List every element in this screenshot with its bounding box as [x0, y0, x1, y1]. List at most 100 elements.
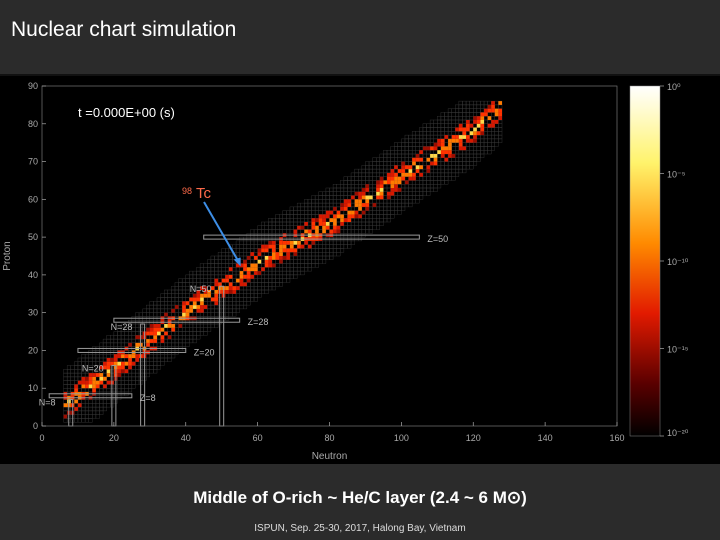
nuclide-cell	[117, 331, 122, 336]
nuclide-cell	[282, 210, 287, 215]
nuclide-cell	[401, 191, 406, 196]
nuclide-cell	[358, 168, 363, 174]
nuclide-cell	[343, 244, 348, 249]
nuclide-cell	[365, 176, 370, 181]
nuclide-cell	[390, 153, 395, 158]
nuclide-cell	[196, 335, 201, 340]
nuclide-cell	[257, 263, 262, 268]
nuclide-cell	[153, 301, 158, 306]
abundance-cell	[268, 259, 272, 264]
abundance-cell	[203, 293, 208, 298]
abundance-cell	[228, 290, 233, 294]
nuclide-cell	[196, 312, 201, 317]
nuclide-cell	[390, 195, 395, 200]
abundance-cell	[466, 127, 470, 132]
nuclide-cell	[340, 229, 345, 234]
nuclide-cell	[246, 259, 251, 264]
abundance-cell	[268, 240, 272, 245]
abundance-cell	[124, 354, 129, 358]
nuclide-cell	[199, 312, 204, 317]
nuclide-cell	[264, 267, 269, 272]
abundance-cell	[466, 123, 470, 128]
nuclide-cell	[264, 240, 269, 245]
nuclide-cell	[250, 278, 255, 283]
nuclide-cell	[124, 335, 129, 340]
nuclide-cell	[221, 274, 226, 279]
nuclide-cell	[146, 369, 151, 374]
nuclide-cell	[404, 168, 409, 174]
abundance-cell	[250, 263, 255, 268]
abundance-cell	[451, 138, 456, 143]
nuclide-cell	[250, 289, 255, 294]
nuclide-cell	[70, 380, 75, 385]
abundance-cell	[494, 112, 499, 117]
nuclide-cell	[289, 225, 294, 230]
nuclide-cell	[185, 274, 190, 279]
nuclide-cell	[498, 104, 503, 109]
nuclide-cell	[264, 289, 269, 294]
abundance-cell	[261, 267, 265, 272]
nuclide-cell	[498, 127, 503, 132]
nuclide-cell	[217, 259, 222, 264]
isotope-symbol: Tc	[196, 185, 212, 202]
abundance-cell	[390, 188, 395, 192]
abundance-cell	[149, 327, 154, 332]
nuclide-cell	[372, 191, 377, 196]
abundance-cell	[361, 203, 366, 207]
abundance-cell	[397, 176, 402, 181]
nuclide-cell	[336, 191, 341, 196]
nuclide-cell	[99, 403, 104, 408]
nuclide-cell	[426, 134, 431, 140]
abundance-cell	[85, 380, 89, 385]
nuclide-cell	[300, 252, 305, 257]
abundance-cell	[250, 252, 255, 256]
nuclide-cell	[447, 112, 452, 117]
nuclide-cell	[243, 304, 248, 310]
abundance-cell	[282, 244, 287, 249]
nuclide-cell	[286, 244, 291, 249]
nuclide-cell	[444, 180, 449, 185]
nuclide-cell	[491, 146, 496, 151]
nuclide-cell	[372, 218, 377, 223]
nuclide-cell	[271, 221, 276, 226]
nuclide-cell	[393, 199, 398, 204]
nuclide-cell	[163, 301, 168, 306]
nuclide-cell	[135, 372, 140, 378]
abundance-cell	[103, 361, 107, 366]
nuclide-cell	[304, 225, 309, 230]
nuclide-cell	[146, 335, 151, 340]
nuclide-cell	[383, 195, 388, 200]
nuclide-cell	[207, 308, 212, 313]
nuclide-cell	[437, 180, 442, 185]
nuclide-cell	[311, 229, 316, 234]
nuclide-cell	[444, 138, 449, 143]
nuclide-cell	[347, 244, 352, 249]
abundance-cell	[117, 373, 122, 377]
nuclide-cell	[286, 221, 291, 226]
nuclide-cell	[469, 150, 474, 155]
nuclide-cell	[447, 123, 452, 128]
abundance-cell	[365, 199, 370, 204]
nuclide-cell	[88, 414, 93, 419]
nuclide-cell	[178, 308, 183, 313]
nuclide-cell	[455, 153, 460, 158]
abundance-cell	[275, 252, 280, 256]
nuclide-cell	[458, 112, 463, 117]
nuclide-cell	[210, 263, 215, 268]
nuclide-cell	[451, 112, 456, 117]
nuclide-cell	[440, 123, 445, 128]
nuclide-cell	[494, 134, 499, 140]
nuclide-cell	[386, 184, 391, 189]
nuclide-cell	[440, 127, 445, 132]
abundance-cell	[311, 222, 316, 226]
nuclide-cell	[214, 286, 219, 291]
nuclide-cell	[487, 131, 492, 136]
nuclide-cell	[451, 142, 456, 147]
abundance-cell	[192, 305, 197, 309]
nuclide-cell	[264, 278, 269, 283]
nuclide-cell	[257, 244, 262, 249]
nuclide-cell	[203, 274, 208, 279]
nuclide-cell	[397, 146, 402, 151]
abundance-cell	[498, 108, 502, 113]
nuclide-cell	[325, 206, 330, 211]
